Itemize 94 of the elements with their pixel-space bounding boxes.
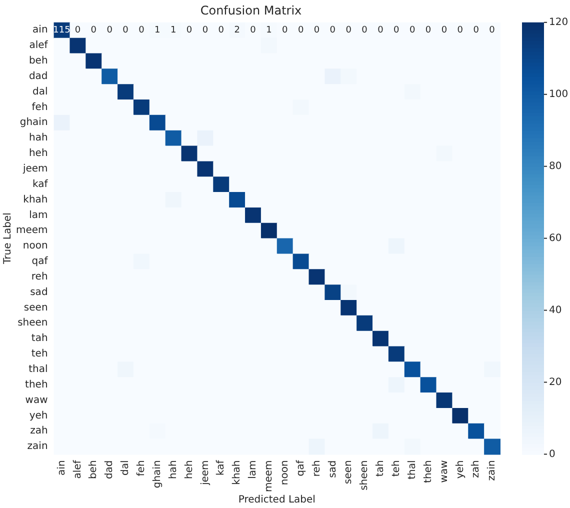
x-tick-label: alef xyxy=(72,460,84,479)
data-label: 0 xyxy=(346,25,352,36)
y-tick-label: jeem xyxy=(22,164,48,174)
x-tick-label: zain xyxy=(486,460,498,481)
x-axis-title: Predicted Label xyxy=(238,494,316,506)
x-tick-label: khah xyxy=(232,460,243,485)
x-tick-label: dad xyxy=(104,460,116,480)
y-tick-label: dad xyxy=(28,70,48,82)
y-tick-label: dal xyxy=(32,86,48,98)
y-tick-label: beh xyxy=(28,56,48,67)
data-label: 0 xyxy=(394,25,400,36)
x-tick-label: theh xyxy=(422,460,434,483)
x-tick-label: ghain xyxy=(152,460,163,488)
x-tick-label: meem xyxy=(264,460,275,492)
x-tick-label: seen xyxy=(343,460,354,484)
x-tick-label: sheen xyxy=(359,460,370,490)
chart-title: Confusion Matrix xyxy=(200,3,302,18)
x-tick-label: thal xyxy=(406,460,418,480)
x-tick-label: jeem xyxy=(200,460,211,486)
x-tick-label: beh xyxy=(88,460,100,480)
x-tick-label: hah xyxy=(168,460,179,480)
y-tick-label: ain xyxy=(32,24,48,36)
y-tick-label: waw xyxy=(25,394,48,406)
y-tick-label: seen xyxy=(24,302,48,314)
x-tick-label: qaf xyxy=(295,460,306,476)
data-label: 0 xyxy=(218,25,224,36)
y-tick-label: noon xyxy=(22,240,48,252)
data-label: 0 xyxy=(314,25,320,36)
data-label: 0 xyxy=(489,25,496,36)
y-tick-label: sad xyxy=(30,286,48,298)
data-label: 1 xyxy=(266,25,272,36)
data-label: 2 xyxy=(234,25,240,36)
y-tick-label: kaf xyxy=(32,178,48,190)
data-label: 0 xyxy=(250,25,256,36)
x-tick-label: feh xyxy=(136,460,148,476)
data-label: 0 xyxy=(298,25,304,36)
x-tick-label: kaf xyxy=(216,460,227,476)
data-label: 0 xyxy=(330,25,336,36)
data-label: 0 xyxy=(122,25,129,36)
color-bar-label: 40 xyxy=(549,304,562,316)
color-bar-label: 80 xyxy=(549,160,562,172)
x-tick-label: ain xyxy=(56,460,68,476)
x-tick-label: sad xyxy=(327,460,338,478)
data-label: 0 xyxy=(457,25,464,36)
data-label: 0 xyxy=(378,25,384,36)
data-label: 0 xyxy=(138,25,145,36)
y-tick-label: tah xyxy=(31,333,48,344)
data-label: 0 xyxy=(106,25,113,36)
y-axis-title: True Label xyxy=(2,212,14,266)
data-label: 0 xyxy=(90,25,97,36)
color-bar-label: 100 xyxy=(549,88,568,100)
x-tick-label: tah xyxy=(375,460,386,477)
color-bar-label: 20 xyxy=(549,376,562,388)
y-tick-label: ghain xyxy=(20,117,48,128)
x-tick-label: zah xyxy=(470,460,482,478)
data-label: 115 xyxy=(53,25,70,36)
y-tick-label: yeh xyxy=(29,410,48,422)
data-label: 0 xyxy=(425,25,432,36)
color-bar-label: 120 xyxy=(549,16,568,28)
y-tick-label: zain xyxy=(27,441,48,452)
x-tick-label: noon xyxy=(279,460,290,486)
data-label: 0 xyxy=(362,25,368,36)
data-label: 0 xyxy=(409,25,416,36)
y-tick-label: qaf xyxy=(32,256,48,268)
y-tick-label: meem xyxy=(16,225,48,236)
y-tick-label: hah xyxy=(28,132,48,144)
color-bar-label: 60 xyxy=(549,232,562,244)
data-label: 0 xyxy=(282,25,288,36)
x-tick-label: teh xyxy=(391,460,402,477)
data-label: 0 xyxy=(74,25,81,36)
x-tick-label: lam xyxy=(248,460,259,479)
x-tick-label: reh xyxy=(311,460,322,477)
y-tick-label: lam xyxy=(29,210,48,221)
y-tick-label: khah xyxy=(23,194,48,206)
y-tick-label: teh xyxy=(31,348,48,360)
color-bar-label: 0 xyxy=(549,448,556,460)
data-label: 1 xyxy=(170,25,176,36)
y-tick-label: zah xyxy=(30,426,48,437)
data-label: 1 xyxy=(154,25,160,36)
y-tick-label: thal xyxy=(28,364,48,375)
data-label: 0 xyxy=(473,25,480,36)
x-tick-label: waw xyxy=(438,460,450,483)
data-label: 0 xyxy=(186,25,192,36)
y-tick-label: theh xyxy=(25,379,48,390)
data-label: 0 xyxy=(441,25,448,36)
data-label: 0 xyxy=(202,25,208,36)
y-tick-label: feh xyxy=(32,102,48,113)
y-tick-label: sheen xyxy=(18,318,48,329)
x-tick-label: yeh xyxy=(454,460,466,479)
x-tick-label: dal xyxy=(120,460,132,476)
x-tick-label: heh xyxy=(184,460,195,480)
y-tick-label: reh xyxy=(31,271,48,282)
y-tick-label: heh xyxy=(28,148,48,160)
y-tick-label: alef xyxy=(29,40,48,52)
